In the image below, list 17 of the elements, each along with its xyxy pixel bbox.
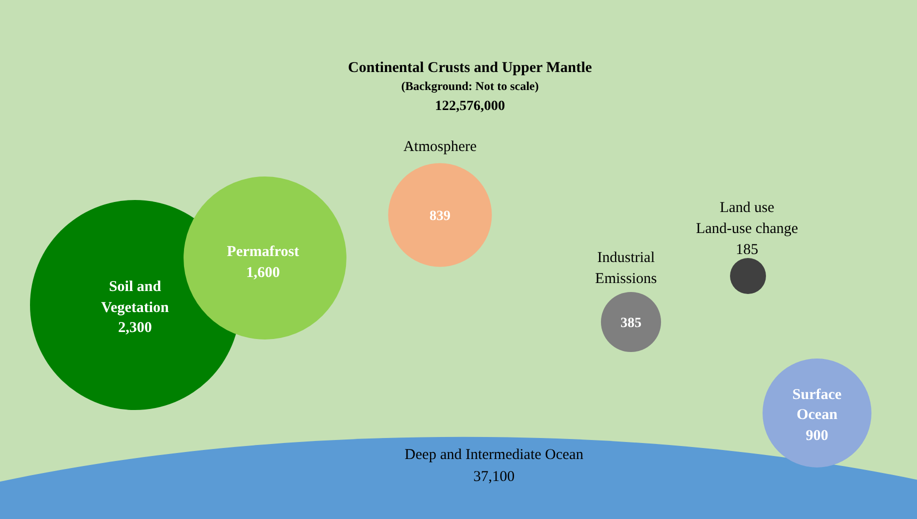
- data-label: 900: [806, 428, 828, 444]
- category-label: Continental Crusts and Upper Mantle: [348, 60, 592, 76]
- text: (Background: Not to scale): [401, 79, 539, 93]
- category-label: Deep and Intermediate Ocean: [404, 447, 584, 463]
- category-label: Land use Land-use change: [696, 200, 798, 237]
- data-label: 185: [736, 242, 758, 258]
- data-label: 37,100: [473, 469, 515, 485]
- category-label: Permafrost: [226, 244, 300, 260]
- data-label: 122,576,000: [435, 99, 505, 114]
- category-label: Surface Ocean: [792, 387, 842, 423]
- category-label: Industrial Emissions: [595, 250, 657, 287]
- data-label: 2,300: [118, 320, 152, 336]
- category-label: Atmosphere: [403, 139, 477, 155]
- data-label: 839: [430, 209, 450, 224]
- data-label: 1,600: [246, 265, 280, 281]
- category-label: Soil and Vegetation: [101, 279, 170, 316]
- data-label: 385: [620, 316, 642, 331]
